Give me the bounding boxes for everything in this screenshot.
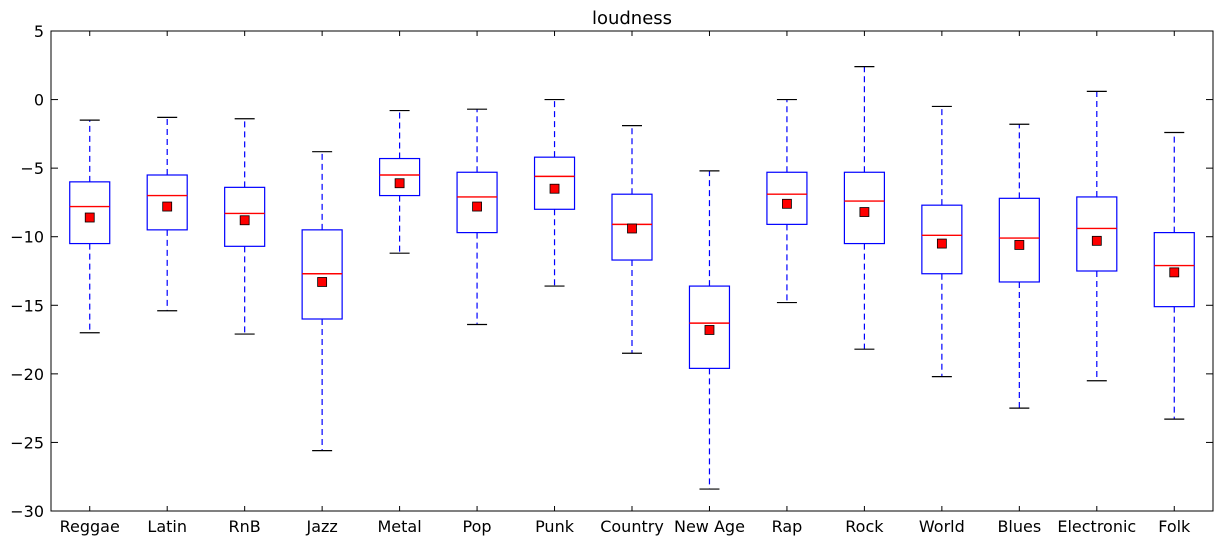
box-iqr (533, 156, 576, 210)
mean-marker (84, 212, 95, 223)
mean-marker (549, 183, 560, 194)
box-group-8 (688, 170, 731, 490)
box-group-6 (533, 98, 576, 287)
box-group-5 (456, 108, 498, 326)
x-tick-label: Blues (997, 517, 1041, 536)
box-group-10 (843, 66, 886, 350)
box-group-0 (69, 119, 111, 334)
box-group-7 (611, 125, 653, 354)
mean-marker (162, 201, 173, 212)
y-tick-label: −20 (10, 365, 44, 384)
box-group-9 (766, 98, 808, 304)
box-group-4 (379, 109, 421, 254)
box-group-13 (1076, 90, 1118, 382)
mean-marker (782, 198, 792, 209)
x-tick-label: RnB (229, 517, 261, 536)
mean-marker (317, 277, 328, 287)
x-tick-label: Punk (535, 517, 575, 536)
box-iqr (766, 171, 808, 225)
y-tick-label: −25 (10, 433, 44, 452)
box-iqr (921, 204, 963, 275)
mean-marker (239, 215, 250, 226)
y-tick-label: 0 (34, 91, 44, 110)
x-tick-label: Rap (772, 517, 803, 536)
box-iqr (1076, 196, 1118, 272)
box-iqr (69, 181, 111, 245)
x-tick-label: Metal (378, 517, 422, 536)
mean-marker (859, 207, 870, 217)
box-iqr (1153, 232, 1195, 308)
y-tick-label: −10 (10, 228, 44, 247)
box-group-2 (224, 118, 266, 335)
x-tick-label: World (919, 517, 965, 536)
x-tick-label: Pop (463, 517, 492, 536)
box-iqr (224, 186, 266, 247)
mean-marker (936, 238, 947, 249)
box-group-3 (301, 151, 343, 452)
box-iqr (611, 193, 653, 261)
x-tick-label: Country (600, 517, 664, 536)
mean-marker (472, 201, 482, 212)
mean-marker (627, 223, 637, 234)
box-iqr (146, 174, 188, 231)
y-tick-label: −15 (10, 296, 44, 315)
mean-marker (394, 178, 405, 189)
box-group-12 (998, 123, 1040, 409)
y-tick-label: 5 (34, 22, 44, 41)
box-iqr (843, 171, 886, 245)
x-tick-label: Reggae (60, 517, 120, 536)
x-tick-label: Jazz (305, 517, 337, 536)
x-tick-label: Folk (1158, 517, 1191, 536)
box-iqr (688, 285, 731, 369)
box-iqr (379, 157, 421, 197)
box-group-1 (146, 116, 188, 312)
x-tick-label: Rock (845, 517, 884, 536)
y-tick-label: −5 (20, 159, 44, 178)
x-tick-label: Latin (147, 517, 187, 536)
x-tick-label: Electronic (1057, 517, 1136, 536)
box-iqr (456, 171, 498, 234)
mean-marker (1169, 267, 1180, 278)
box-iqr (998, 197, 1040, 283)
plot-area (69, 66, 1195, 490)
box-group-14 (1153, 131, 1195, 420)
y-tick-label: −30 (10, 502, 44, 521)
chart-title: loudness (592, 8, 672, 29)
mean-marker (1014, 240, 1025, 250)
axes: Reggae Latin RnB Jazz Metal Pop Punk Country New… (10, 22, 1213, 536)
x-tick-label: New Age (674, 517, 745, 536)
mean-marker (704, 325, 715, 335)
box-group-11 (921, 105, 963, 378)
mean-marker (1091, 235, 1102, 246)
